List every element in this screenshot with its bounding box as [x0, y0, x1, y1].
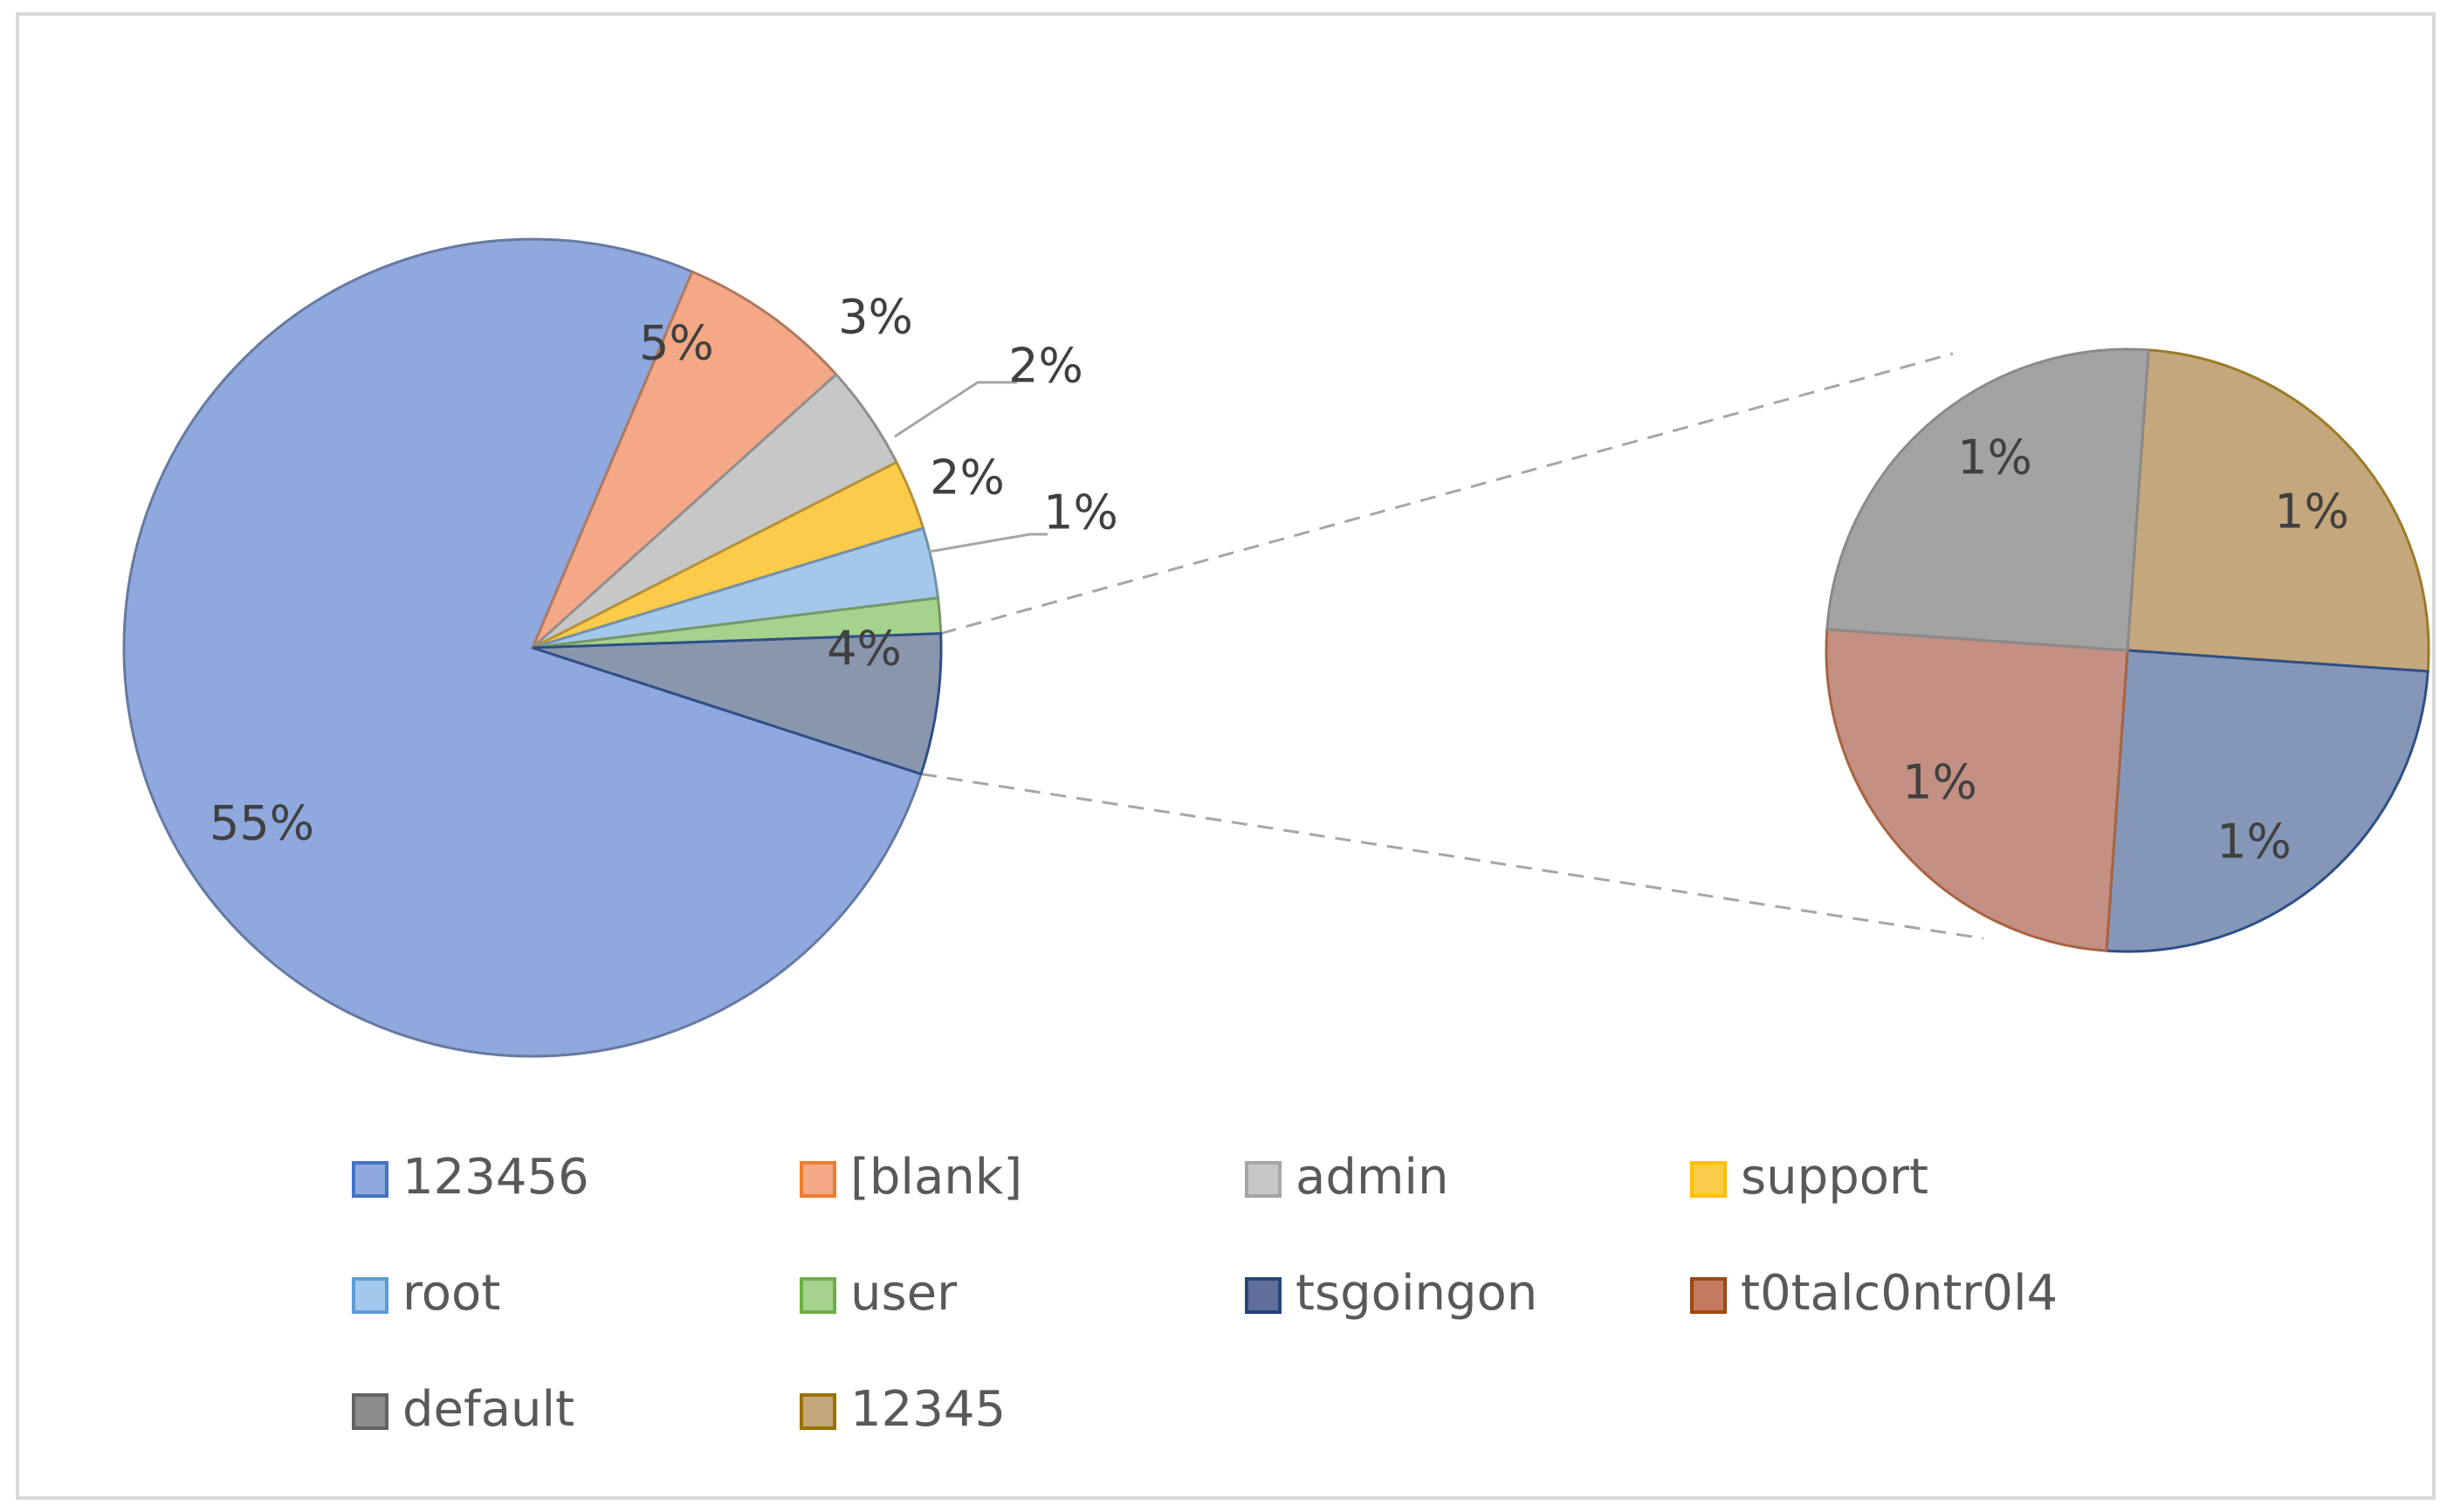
secondary-data-label-t0talc0ntr0l4: 1%: [1902, 755, 1977, 810]
secondary-slice-12345: [2126, 348, 2430, 673]
connector-bottom-line: [920, 773, 1984, 940]
legend-label-admin: admin: [1296, 1149, 1448, 1206]
main-data-label-root: 2%: [930, 450, 1005, 505]
legend-swatch-admin: [1245, 1161, 1282, 1198]
legend-label-12345: 12345: [850, 1381, 1006, 1438]
main-slice-other: [532, 632, 943, 776]
main-data-label-other: 4%: [827, 622, 902, 677]
legend-swatch-t0talc0ntr0l4: [1690, 1277, 1727, 1314]
legend-item-blank: [blank]: [800, 1149, 1022, 1206]
legend-label-t0talc0ntr0l4: t0talc0ntr0l4: [1741, 1265, 2058, 1322]
connector-top-line: [940, 352, 1954, 636]
pie-connector-lines: [920, 352, 1984, 940]
main-label-leader-user: [928, 533, 1048, 553]
secondary-slice-tsgoingon: [2105, 649, 2430, 953]
legend-swatch-user: [800, 1277, 836, 1314]
legend-swatch-root: [352, 1277, 388, 1314]
legend-label-support: support: [1741, 1149, 1928, 1206]
legend-label-default: default: [402, 1381, 574, 1438]
legend-swatch-12345: [800, 1393, 836, 1430]
legend-item-tsgoingon: tsgoingon: [1245, 1265, 1537, 1322]
secondary-pie: [1825, 347, 2430, 953]
legend-label-tsgoingon: tsgoingon: [1296, 1265, 1537, 1322]
legend-label-blank: [blank]: [850, 1149, 1022, 1206]
legend-label-123456: 123456: [402, 1149, 589, 1206]
legend-swatch-123456: [352, 1161, 388, 1198]
main-data-label-123456: 55%: [210, 796, 314, 851]
legend-item-12345: 12345: [800, 1381, 1006, 1438]
legend-swatch-tsgoingon: [1245, 1277, 1282, 1314]
legend-swatch-default: [352, 1393, 388, 1430]
legend-item-admin: admin: [1245, 1149, 1448, 1206]
legend-label-user: user: [850, 1265, 958, 1322]
main-slice-blank: [531, 270, 838, 649]
legend-item-root: root: [352, 1265, 500, 1322]
secondary-data-label-default: 1%: [1957, 430, 2032, 485]
legend-item-123456: 123456: [352, 1149, 589, 1206]
main-pie-labels: 55% 5% 3% 2% 2% 1% 4%: [210, 290, 1118, 851]
main-data-label-support: 2%: [1008, 339, 1083, 394]
secondary-slice-t0talc0ntr0l4: [1825, 628, 2129, 952]
legend-label-root: root: [402, 1265, 500, 1322]
main-slice-123456: [122, 237, 923, 1058]
main-data-label-blank: 5%: [639, 316, 714, 371]
legend-swatch-support: [1690, 1161, 1727, 1198]
secondary-data-label-12345: 1%: [2274, 485, 2349, 540]
secondary-slice-default: [1825, 347, 2150, 652]
secondary-pie-labels: 1% 1% 1% 1%: [1902, 430, 2349, 869]
legend-item-t0talc0ntr0l4: t0talc0ntr0l4: [1690, 1265, 2058, 1322]
legend-swatch-blank: [800, 1161, 836, 1198]
chart-legend: 123456 [blank] admin support root user tsgoing…: [352, 1149, 2058, 1438]
secondary-data-label-tsgoingon: 1%: [2217, 814, 2292, 869]
legend-item-support: support: [1690, 1149, 1928, 1206]
main-data-label-user: 1%: [1043, 485, 1118, 540]
main-pie: [122, 237, 943, 1058]
main-label-leader-support: [894, 381, 1017, 438]
legend-item-default: default: [352, 1381, 574, 1438]
main-data-label-admin: 3%: [838, 290, 913, 345]
legend-item-user: user: [800, 1265, 958, 1322]
